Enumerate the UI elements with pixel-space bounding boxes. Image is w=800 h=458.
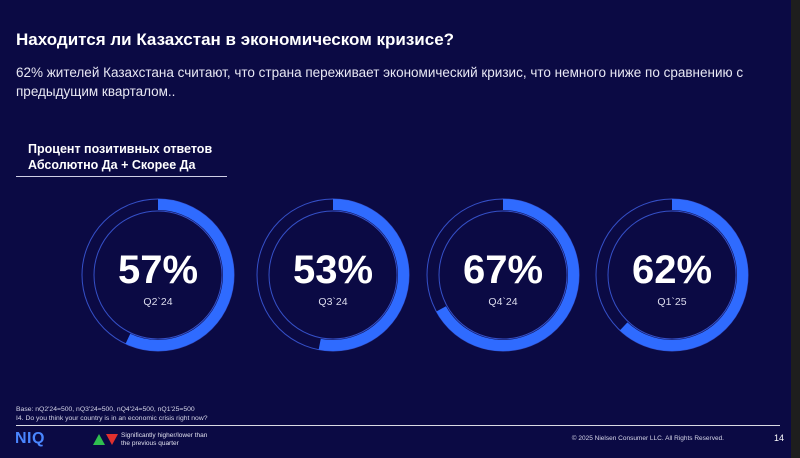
metric-label-line2: Абсолютно Да + Скорее Да bbox=[28, 158, 196, 172]
donut-percent: 53% bbox=[292, 248, 374, 292]
significance-legend-icons bbox=[93, 434, 118, 445]
metric-divider bbox=[16, 176, 227, 177]
donut-inner-track bbox=[607, 210, 737, 340]
donut-inner-track bbox=[93, 210, 223, 340]
page-number: 14 bbox=[773, 433, 784, 443]
base-note: Base: nQ2'24=500, nQ3'24=500, nQ4'24=500… bbox=[16, 405, 208, 423]
donut-percent: 67% bbox=[462, 248, 544, 292]
donut-period: Q1`25 bbox=[657, 296, 687, 308]
donut-percent: 57% bbox=[117, 248, 199, 292]
donut-chart-q1-25: 62% Q1`25 bbox=[595, 198, 749, 352]
donut-svg bbox=[256, 198, 410, 352]
donut-chart-q2-24: 57% Q2`24 bbox=[81, 198, 235, 352]
donut-svg bbox=[595, 198, 749, 352]
legend-line2: the previous quarter bbox=[121, 440, 179, 447]
donut-chart-q4-24: 67% Q4`24 bbox=[426, 198, 580, 352]
slide-subtitle: 62% жителей Казахстана считают, что стра… bbox=[16, 65, 744, 99]
donut-svg bbox=[81, 198, 235, 352]
question-note: I4. Do you think your country is in an e… bbox=[16, 415, 208, 422]
donut-percent: 62% bbox=[631, 248, 713, 292]
donut-period: Q3`24 bbox=[318, 296, 348, 308]
donut-period: Q2`24 bbox=[143, 296, 173, 308]
down-triangle-icon bbox=[106, 434, 118, 445]
donut-inner-track bbox=[268, 210, 398, 340]
donut-chart-q3-24: 53% Q3`24 bbox=[256, 198, 410, 352]
donut-inner-track bbox=[438, 210, 568, 340]
significance-legend: Significantly higher/lower than the prev… bbox=[121, 432, 231, 448]
slide-title: Находится ли Казахстан в экономическом к… bbox=[16, 30, 455, 49]
legend-line1: Significantly higher/lower than bbox=[121, 432, 208, 439]
donut-svg bbox=[426, 198, 580, 352]
window-edge bbox=[791, 0, 800, 458]
donut-arc bbox=[82, 199, 234, 351]
base-sample-note: Base: nQ2'24=500, nQ3'24=500, nQ4'24=500… bbox=[16, 406, 195, 413]
donut-arc bbox=[427, 199, 579, 351]
up-triangle-icon bbox=[93, 434, 105, 445]
footer-divider bbox=[16, 425, 780, 426]
metric-label-line1: Процент позитивных ответов bbox=[28, 142, 213, 156]
niq-logo: NIQ bbox=[15, 430, 45, 447]
copyright: © 2025 Nielsen Consumer LLC. All Rights … bbox=[571, 435, 724, 442]
donut-period: Q4`24 bbox=[488, 296, 518, 308]
donut-arc bbox=[257, 199, 409, 351]
donut-arc bbox=[596, 199, 748, 351]
metric-label: Процент позитивных ответов Абсолютно Да … bbox=[28, 141, 212, 173]
